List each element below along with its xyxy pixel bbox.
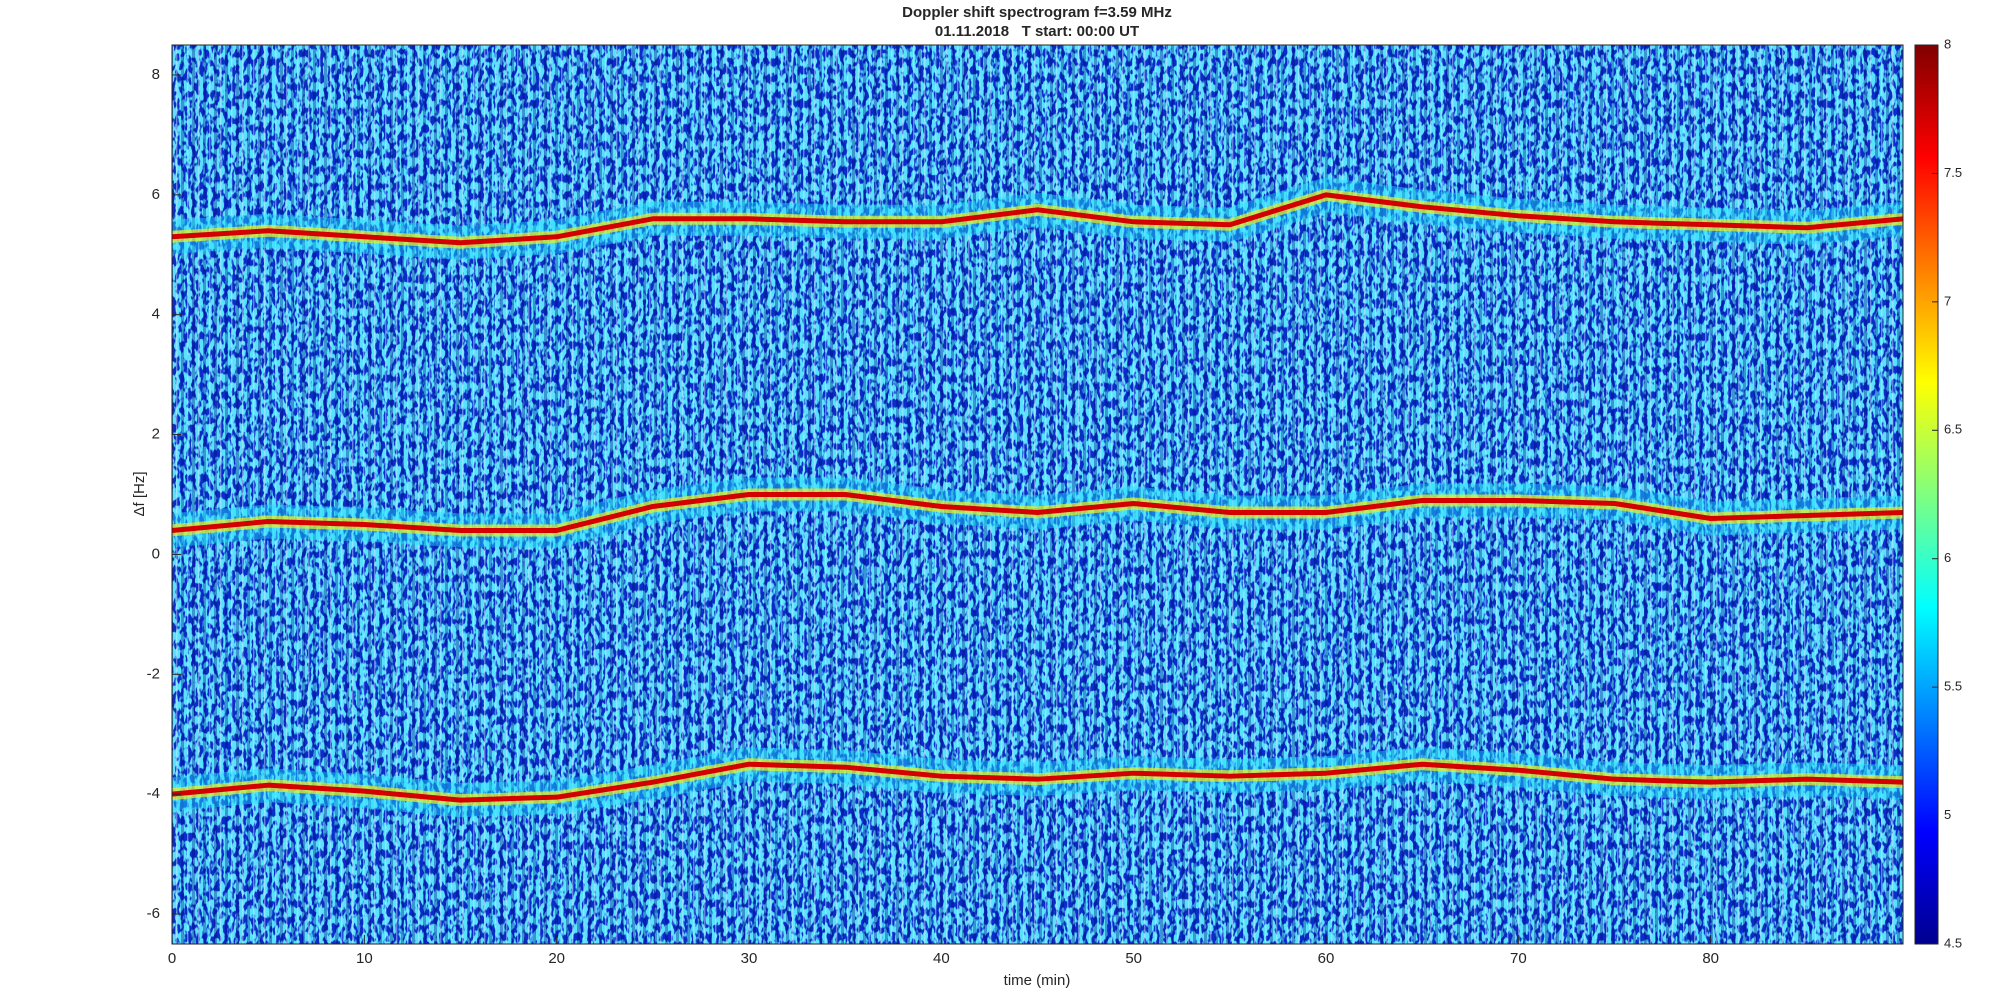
traces [172,177,1903,818]
y-tick-label: -6 [147,905,160,922]
colorbar-tick-label: 7 [1944,293,1951,308]
x-tick-label: 40 [933,950,950,967]
chart-title: Doppler shift spectrogram f=3.59 MHz [902,4,1172,21]
y-tick-label: 8 [152,66,160,83]
colorbar-tick-label: 4.5 [1944,935,1962,950]
x-tick-label: 30 [741,950,758,967]
x-tick-label: 0 [168,950,176,967]
x-tick-label: 50 [1125,950,1142,967]
chart-subtitle: 01.11.2018 T start: 00:00 UT [935,23,1139,40]
y-axis-label: Δf [Hz] [131,471,148,516]
colorbar-tick-label: 6.5 [1944,422,1962,437]
x-tick-label: 20 [548,950,565,967]
y-tick-label: 2 [152,426,160,443]
y-tick-label: 6 [152,186,160,203]
y-tick-label: -4 [147,785,160,802]
y-tick-label: 4 [152,306,160,323]
plot-frame [171,44,1904,945]
colorbar-tick-label: 7.5 [1944,165,1962,180]
colorbar [1914,44,1939,945]
x-axis-label: time (min) [1004,972,1071,989]
colorbar-tick-label: 8 [1944,36,1951,51]
x-tick-label: 10 [356,950,373,967]
x-tick-label: 80 [1702,950,1719,967]
y-tick-label: 0 [152,545,160,562]
colorbar-tick-label: 5 [1944,807,1951,822]
colorbar-tick-label: 6 [1944,550,1951,565]
x-tick-label: 70 [1510,950,1527,967]
colorbar-tick-label: 5.5 [1944,679,1962,694]
x-tick-label: 60 [1318,950,1335,967]
trace [172,492,1903,533]
y-tick-label: -2 [147,665,160,682]
trace [172,192,1903,246]
trace [172,761,1903,803]
